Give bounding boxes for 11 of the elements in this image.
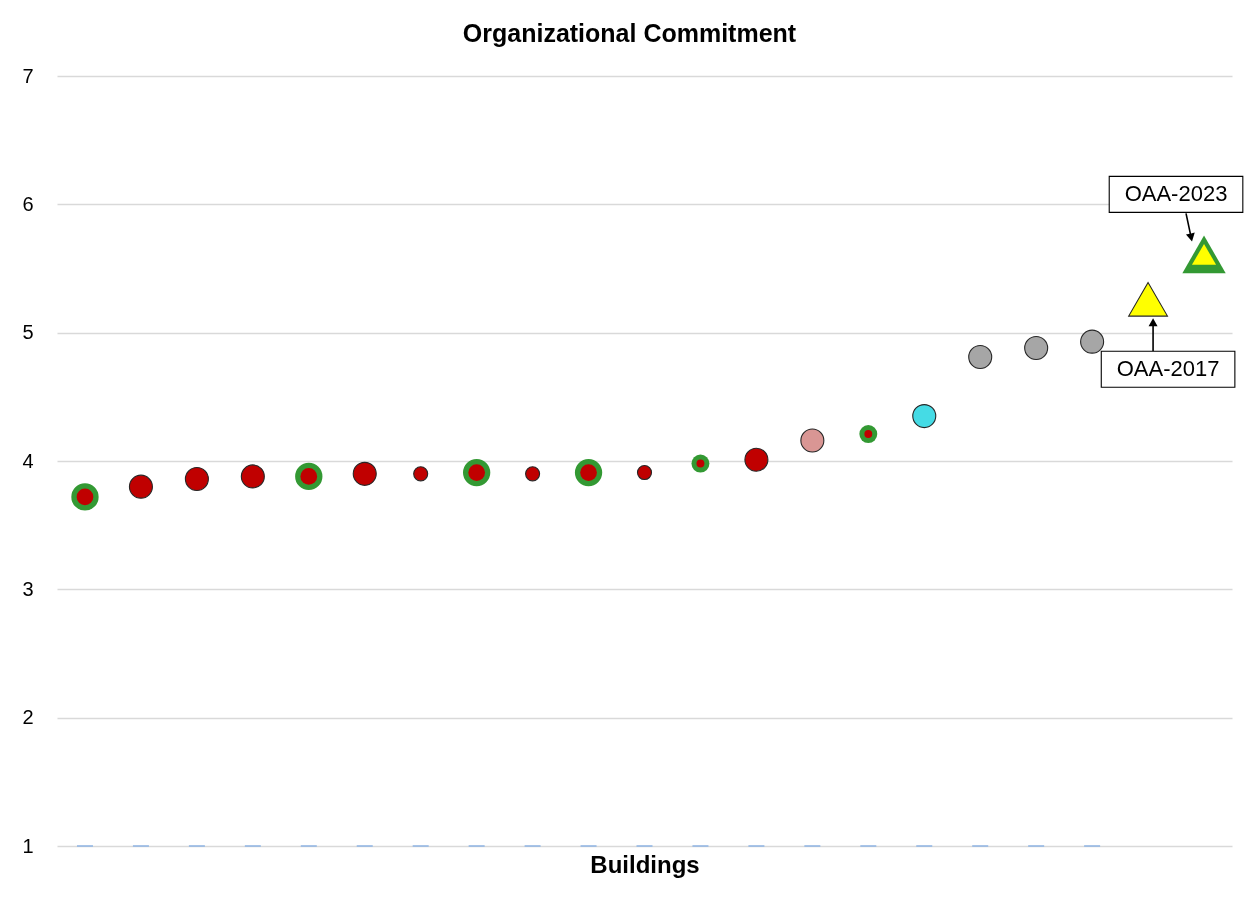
- y-tick-label: 4: [22, 449, 34, 472]
- y-tick-label: 6: [22, 192, 34, 215]
- y-tick-label: 5: [22, 321, 34, 344]
- x-axis-title: Buildings: [590, 850, 700, 878]
- y-tick-label: 2: [22, 706, 34, 729]
- y-tick-label: 7: [22, 64, 34, 87]
- y-tick-label: 1: [22, 834, 34, 857]
- series-label: OAA-2023: [1124, 181, 1228, 207]
- y-tick-label: 3: [22, 577, 34, 600]
- chart-title: Organizational Commitment: [462, 19, 797, 47]
- series-label: OAA-2017: [1116, 356, 1220, 382]
